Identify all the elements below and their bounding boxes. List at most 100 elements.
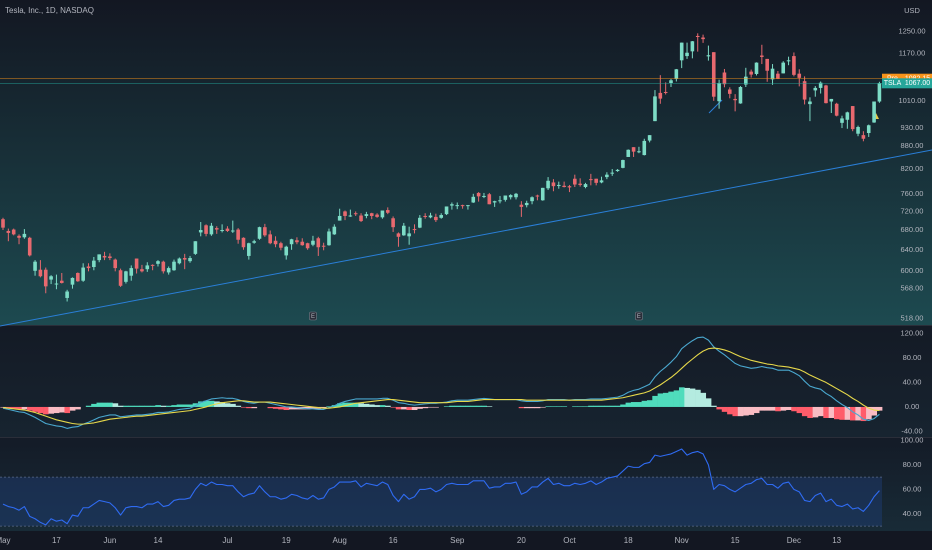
candle-body bbox=[407, 233, 411, 237]
macd-histogram-bar bbox=[716, 406, 723, 410]
currency: USD bbox=[904, 6, 920, 15]
macd-histogram-bar bbox=[780, 406, 787, 411]
candle-body bbox=[316, 238, 321, 248]
candle-body bbox=[722, 72, 727, 85]
macd-histogram-bar bbox=[5, 406, 12, 409]
macd-histogram-bar bbox=[801, 406, 808, 417]
macd-histogram-bar bbox=[593, 405, 600, 407]
candle-body bbox=[556, 184, 561, 186]
macd-histogram-bar bbox=[860, 406, 867, 422]
macd-histogram-bar bbox=[417, 406, 423, 409]
x-tick-label: Dec bbox=[787, 536, 801, 545]
candle-body bbox=[348, 215, 353, 217]
macd-histogram-bar bbox=[561, 406, 568, 407]
macd-histogram-bar bbox=[695, 389, 701, 407]
event-badge bbox=[635, 311, 643, 321]
candle-body bbox=[209, 225, 214, 235]
y-tick-label: 568.00 bbox=[901, 284, 924, 293]
candle-body bbox=[829, 98, 834, 102]
macd-histogram-bar bbox=[540, 406, 546, 408]
candle-body bbox=[519, 204, 524, 207]
candle-body bbox=[369, 213, 374, 216]
y-tick-label: 680.00 bbox=[901, 225, 924, 234]
candle-body bbox=[252, 241, 256, 243]
macd-histogram-bar bbox=[465, 405, 471, 407]
macd-histogram-bar bbox=[556, 406, 562, 407]
candle-body bbox=[108, 256, 112, 259]
macd-histogram-bar bbox=[876, 406, 883, 411]
candle-body bbox=[599, 180, 604, 183]
candle-body bbox=[514, 193, 518, 198]
macd-histogram-bar bbox=[796, 406, 803, 414]
macd-histogram-bar bbox=[475, 405, 482, 407]
candle-body bbox=[236, 229, 240, 240]
candle-body bbox=[786, 60, 791, 62]
macd-histogram-bar bbox=[48, 406, 55, 414]
macd-histogram-bar bbox=[673, 390, 680, 407]
candle-body bbox=[669, 80, 673, 83]
candle-body bbox=[476, 192, 481, 197]
macd-histogram-bar bbox=[721, 406, 728, 412]
candle-body bbox=[102, 255, 107, 258]
macd-histogram-bar bbox=[743, 406, 749, 416]
candle-body bbox=[770, 68, 775, 80]
macd-histogram-bar bbox=[235, 405, 242, 407]
candle-body bbox=[86, 266, 91, 269]
candle-body bbox=[225, 228, 230, 231]
x-tick-label: 19 bbox=[282, 536, 291, 545]
candle-body bbox=[81, 267, 85, 281]
macd-histogram-bar bbox=[443, 406, 450, 407]
macd-histogram-bar bbox=[43, 406, 49, 415]
x-tick-label: May bbox=[0, 536, 11, 545]
candle-body bbox=[792, 56, 796, 75]
y-tick-label: 600.00 bbox=[901, 266, 924, 275]
macd-histogram-bar bbox=[224, 403, 231, 407]
y-tick-label: 640.00 bbox=[901, 245, 924, 254]
y-tick-label: 80.00 bbox=[903, 353, 922, 362]
macd-histogram-bar bbox=[294, 406, 300, 410]
candle-body bbox=[295, 240, 299, 243]
candle-body bbox=[402, 225, 406, 236]
candle-body bbox=[642, 140, 647, 156]
macd-histogram-bar bbox=[85, 405, 92, 407]
y-tick-label: 100.00 bbox=[901, 435, 924, 444]
macd-histogram-bar bbox=[139, 405, 145, 407]
macd-histogram-bar bbox=[251, 406, 258, 409]
candle-body bbox=[289, 239, 294, 245]
y-tick-label: 880.00 bbox=[901, 141, 924, 150]
candle-body bbox=[610, 172, 615, 174]
macd-histogram-bar bbox=[524, 406, 530, 409]
macd-histogram-bar bbox=[828, 406, 835, 418]
rsi-band bbox=[0, 477, 882, 527]
y-tick-label: 40.00 bbox=[903, 377, 922, 386]
candle-body bbox=[690, 41, 695, 52]
candle-body bbox=[487, 194, 492, 205]
macd-histogram-bar bbox=[369, 404, 375, 407]
macd-histogram-bar bbox=[534, 406, 541, 409]
candle-body bbox=[749, 71, 753, 75]
candle-body bbox=[492, 201, 497, 203]
macd-histogram-bar bbox=[96, 402, 103, 407]
macd-histogram-bar bbox=[812, 406, 819, 418]
y-tick-label: 60.00 bbox=[903, 484, 922, 493]
candle-body bbox=[824, 85, 828, 104]
candle-body bbox=[877, 83, 882, 102]
macd-histogram-bar bbox=[823, 406, 829, 418]
candle-body bbox=[6, 230, 11, 233]
chart-title: Tesla, Inc., 1D, NASDAQ bbox=[5, 6, 94, 15]
macd-histogram-bar bbox=[791, 406, 797, 412]
x-tick-label: 16 bbox=[389, 536, 398, 545]
macd-histogram-bar bbox=[283, 406, 290, 411]
candle-body bbox=[578, 183, 582, 185]
macd-histogram-bar bbox=[91, 403, 97, 407]
y-tick-label: 720.00 bbox=[901, 206, 924, 215]
macd-histogram-bar bbox=[171, 405, 177, 407]
macd-histogram-bar bbox=[449, 405, 455, 407]
macd-histogram-bar bbox=[187, 404, 194, 407]
candle-body bbox=[802, 81, 807, 100]
candle-body bbox=[503, 195, 508, 200]
macd-histogram-bar bbox=[240, 406, 247, 408]
candle-body bbox=[124, 271, 128, 282]
candle-body bbox=[257, 227, 262, 239]
candle-body bbox=[428, 215, 433, 218]
